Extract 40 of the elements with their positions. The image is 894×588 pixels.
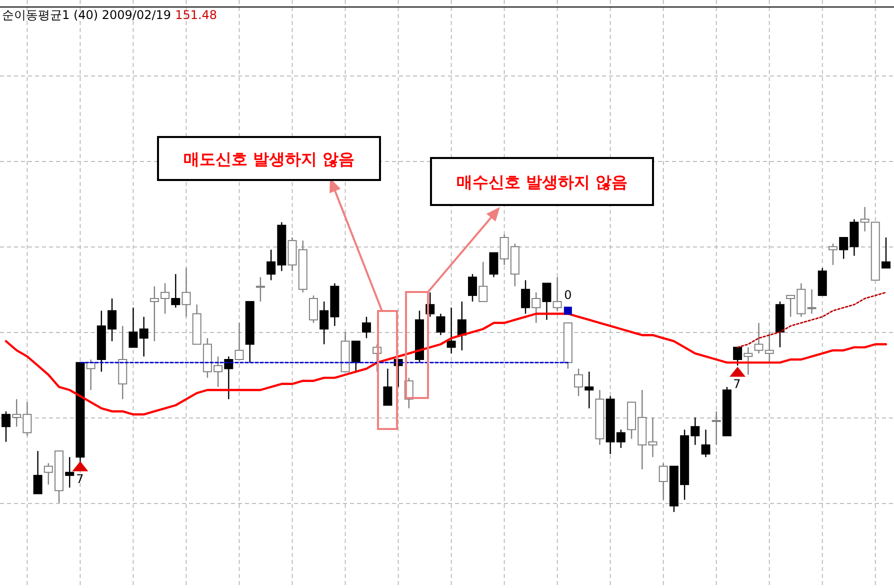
text: 매수신호 발생하지 않음 bbox=[456, 172, 628, 192]
candlestick bbox=[744, 346, 753, 376]
candlestick bbox=[584, 371, 594, 409]
candlestick bbox=[33, 450, 42, 494]
candlestick bbox=[807, 288, 816, 314]
candlestick bbox=[532, 292, 541, 324]
candlestick bbox=[701, 429, 710, 458]
annotation: 7 bbox=[76, 472, 84, 486]
candlestick bbox=[446, 307, 456, 354]
candlestick bbox=[351, 340, 360, 372]
candlestick bbox=[362, 316, 371, 339]
candlestick bbox=[658, 462, 668, 500]
candlestick bbox=[552, 276, 562, 312]
chart-subtitle: 151.48 bbox=[175, 8, 218, 22]
candlestick bbox=[521, 280, 530, 314]
candlestick bbox=[182, 267, 191, 318]
candlestick bbox=[882, 236, 890, 269]
candlestick bbox=[256, 276, 265, 302]
chart-title: 순이동평균1 (40) 2009/02/19 bbox=[2, 8, 172, 22]
candlestick bbox=[478, 261, 488, 302]
candlestick bbox=[139, 316, 148, 358]
candlestick bbox=[542, 282, 552, 320]
candlestick bbox=[436, 313, 446, 336]
annotation: 0 bbox=[564, 288, 572, 302]
candlestick bbox=[128, 307, 138, 348]
annotation: 7 bbox=[733, 377, 741, 391]
candlestick bbox=[308, 294, 318, 324]
candlestick bbox=[489, 252, 498, 278]
candlestick bbox=[468, 274, 478, 302]
candlestick bbox=[457, 300, 466, 351]
candlestick bbox=[828, 243, 838, 266]
text: 매도신호 발생하지 않음 bbox=[183, 150, 355, 168]
candlestick bbox=[574, 368, 584, 397]
candlestick bbox=[712, 410, 721, 446]
candlestick bbox=[234, 322, 244, 360]
candlestick bbox=[171, 274, 180, 308]
candlestick bbox=[383, 368, 392, 406]
candlestick bbox=[65, 456, 74, 488]
candlestick bbox=[733, 346, 742, 366]
candlestick bbox=[2, 410, 10, 442]
